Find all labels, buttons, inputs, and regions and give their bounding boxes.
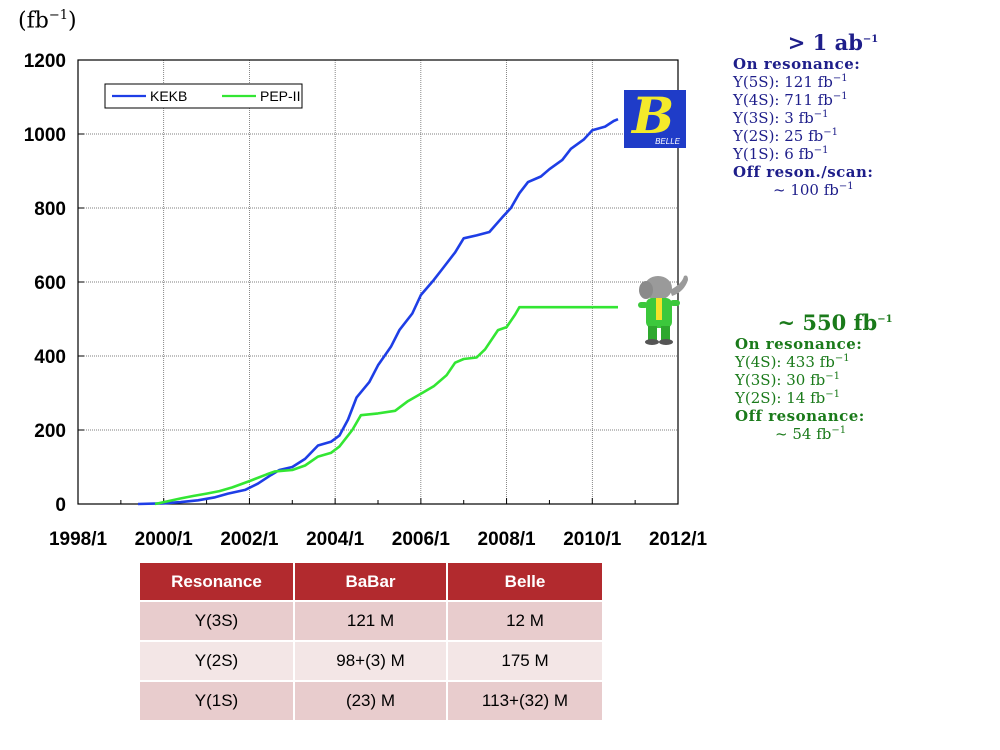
table-row: Υ(2S) 98+(3) M 175 M (140, 640, 602, 681)
babar-resonance-sup: −1 (825, 371, 841, 382)
table-header-belle: Belle (447, 563, 602, 601)
table-cell: 12 M (447, 600, 602, 641)
babar-resonance-label: Υ(2S): 14 fb (735, 389, 826, 407)
table-cell: Υ(2S) (140, 640, 295, 681)
belle-resonance-label: Υ(1S): 6 fb (733, 145, 814, 163)
table-cell: 113+(32) M (447, 680, 602, 720)
belle-resonance-label: Υ(5S): 121 fb (733, 73, 833, 91)
table-row: Υ(1S) (23) M 113+(32) M (140, 680, 602, 720)
table-header-resonance: Resonance (140, 563, 295, 601)
babar-resonance-row: Υ(2S): 14 fb−1 (735, 389, 935, 407)
belle-off-value-text: ~ 100 fb (773, 181, 839, 199)
belle-summary-panel: > 1 ab−1 On resonance: Υ(5S): 121 fb−1 Υ(… (733, 30, 933, 199)
table-cell: 175 M (447, 640, 602, 681)
table-header-babar: BaBar (294, 563, 448, 601)
resonance-sample-table: Resonance BaBar Belle Υ(3S) 121 M 12 M Υ… (140, 563, 602, 720)
y-axis-ticks: 0 200 400 600 800 1000 1200 (24, 51, 84, 516)
babar-resonance-label: Υ(4S): 433 fb (735, 353, 835, 371)
babar-summary-panel: ~ 550 fb−1 On resonance: Υ(4S): 433 fb−1… (735, 310, 935, 443)
babar-on-resonance-label: On resonance: (735, 335, 863, 353)
belle-resonance-label: Υ(4S): 711 fb (733, 91, 833, 109)
x-tick-label: 2012/1 (649, 529, 708, 550)
table-cell: (23) M (294, 680, 448, 720)
babar-off-value-sup: −1 (831, 425, 847, 436)
x-tick-label: 1998/1 (49, 529, 108, 550)
table-row: Υ(3S) 121 M 12 M (140, 600, 602, 641)
series-line-pep-ii (154, 305, 618, 506)
belle-on-resonance-label: On resonance: (733, 55, 861, 73)
table-cell: 121 M (294, 600, 448, 641)
legend-label-kekb: KEKB (150, 88, 187, 104)
belle-logo: B BELLE (624, 86, 686, 148)
belle-total-sup: −1 (862, 34, 879, 45)
babar-resonance-sup: −1 (834, 353, 850, 364)
x-tick-label: 2010/1 (563, 529, 622, 550)
luminosity-chart: 0 200 400 600 800 1000 1200 1998/1 2000/1 2002/1… (24, 51, 708, 550)
y-tick-label: 200 (34, 421, 66, 442)
series-lines (137, 118, 619, 506)
belle-resonance-sup: −1 (823, 127, 839, 138)
babar-resonance-label: Υ(3S): 30 fb (735, 371, 826, 389)
belle-total-title: > 1 ab−1 (733, 30, 933, 55)
belle-total-text: > 1 ab (787, 30, 863, 55)
x-tick-label: 2008/1 (478, 529, 537, 550)
legend: KEKB PEP-II (104, 83, 303, 109)
belle-resonance-row: Υ(2S): 25 fb−1 (733, 127, 933, 145)
table-cell: Υ(3S) (140, 600, 295, 641)
y-tick-label: 0 (55, 495, 66, 516)
belle-resonance-sup: −1 (832, 91, 848, 102)
babar-off-resonance-value: ~ 54 fb−1 (735, 425, 935, 443)
belle-resonance-sup: −1 (813, 145, 829, 156)
x-tick-label: 2002/1 (220, 529, 279, 550)
babar-resonance-row: Υ(3S): 30 fb−1 (735, 371, 935, 389)
x-tick-label: 2006/1 (392, 529, 451, 550)
x-axis-ticks: 1998/1 2000/1 2002/1 2004/1 2006/1 2008/1 2010… (49, 498, 708, 550)
babar-total-sup: −1 (877, 314, 893, 325)
y-tick-label: 400 (34, 347, 66, 368)
y-tick-label: 800 (34, 199, 66, 220)
x-tick-label: 2004/1 (306, 529, 365, 550)
y-tick-label: 1000 (24, 125, 66, 146)
y-unit-sup: −1 (48, 8, 68, 23)
belle-off-resonance-value: ~ 100 fb−1 (733, 181, 933, 199)
babar-total-title: ~ 550 fb−1 (735, 310, 935, 335)
grid-lines (78, 60, 678, 504)
belle-resonance-sup: −1 (832, 73, 848, 84)
y-unit-text: (fb (18, 8, 49, 34)
babar-total-text: ~ 550 fb (777, 310, 878, 335)
belle-logo-text: BELLE (655, 137, 680, 146)
belle-resonance-rows: Υ(5S): 121 fb−1 Υ(4S): 711 fb−1 Υ(3S): 3 f… (733, 73, 933, 163)
belle-off-resonance-label: Off reson./scan: (733, 163, 874, 181)
babar-resonance-sup: −1 (825, 389, 841, 400)
belle-resonance-label: Υ(2S): 25 fb (733, 127, 824, 145)
table-header-row: Resonance BaBar Belle (140, 563, 602, 601)
belle-resonance-sup: −1 (813, 109, 829, 120)
y-tick-label: 600 (34, 273, 66, 294)
table-cell: 98+(3) M (294, 640, 448, 681)
legend-label-pepii: PEP-II (260, 88, 300, 104)
series-line-kekb (137, 118, 619, 506)
babar-resonance-row: Υ(4S): 433 fb−1 (735, 353, 935, 371)
belle-resonance-label: Υ(3S): 3 fb (733, 109, 814, 127)
babar-off-value-text: ~ 54 fb (775, 425, 832, 443)
belle-resonance-row: Υ(4S): 711 fb−1 (733, 91, 933, 109)
x-tick-label: 2000/1 (135, 529, 194, 550)
babar-resonance-rows: Υ(4S): 433 fb−1 Υ(3S): 30 fb−1 Υ(2S): 14 f… (735, 353, 935, 407)
belle-resonance-row: Υ(3S): 3 fb−1 (733, 109, 933, 127)
y-unit-label: (fb−1) (18, 8, 77, 34)
babar-elephant-mascot (638, 275, 688, 345)
belle-resonance-row: Υ(1S): 6 fb−1 (733, 145, 933, 163)
babar-off-resonance-label: Off resonance: (735, 407, 865, 425)
belle-resonance-row: Υ(5S): 121 fb−1 (733, 73, 933, 91)
belle-off-value-sup: −1 (838, 181, 854, 192)
table-cell: Υ(1S) (140, 680, 295, 720)
belle-logo-letter: B (632, 86, 675, 145)
y-tick-label: 1200 (24, 51, 66, 72)
